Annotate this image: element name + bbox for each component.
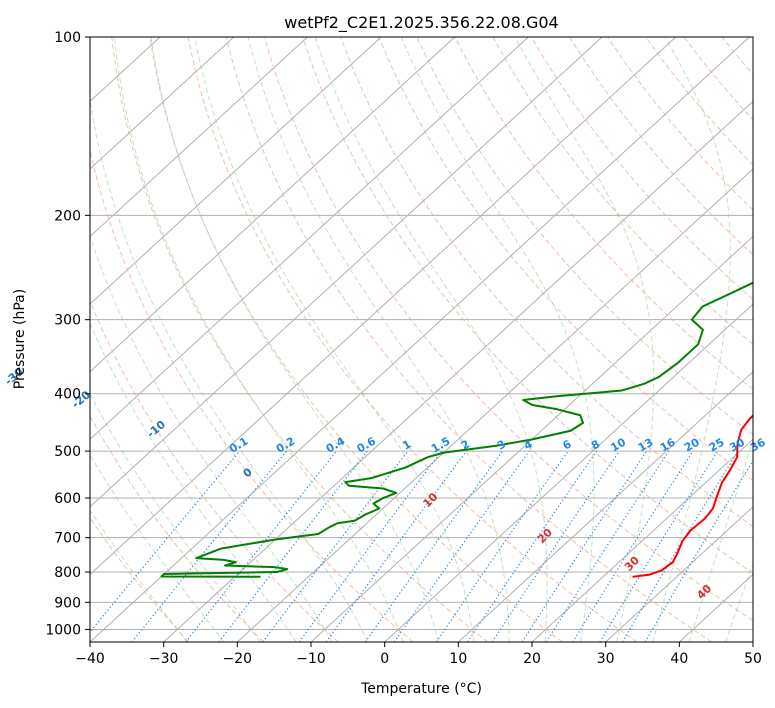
- isotherm-line: [236, 168, 753, 642]
- moist-adiabat: [90, 392, 261, 642]
- y-tick-label: 300: [54, 313, 81, 329]
- dry-adiabat: [263, 37, 753, 622]
- x-tick-label: −20: [223, 651, 253, 667]
- y-axis-label: Pressure (hPa): [12, 289, 28, 389]
- y-tick-label: 800: [54, 565, 81, 581]
- mixing-ratio-lines: [90, 450, 753, 642]
- moist-adiabat: [400, 37, 595, 642]
- dry-adiabat: [90, 516, 190, 642]
- x-tick-label: 30: [597, 651, 615, 667]
- dry-adiabat: [187, 37, 638, 642]
- dry-adiabat: [340, 37, 753, 528]
- moist-adiabat: [90, 234, 333, 642]
- mixing-ratio-line: [572, 450, 694, 642]
- moist-adiabat: [314, 37, 548, 642]
- moist-adiabat: [652, 37, 731, 642]
- mixing-ratio-line: [218, 450, 368, 642]
- dry-adiabat: [530, 37, 753, 301]
- isotherm-line: [531, 438, 753, 642]
- moist-adiabat: [725, 562, 753, 642]
- isotherm-line: [457, 370, 753, 642]
- x-tick-label: 10: [449, 651, 467, 667]
- mixing-ratio-line: [298, 450, 443, 642]
- y-tick-label: 400: [54, 387, 81, 403]
- x-tick-label: −40: [75, 651, 105, 667]
- dry-adiabats: [90, 37, 753, 642]
- x-tick-label: 0: [380, 651, 389, 667]
- dry-adiabat: [302, 37, 753, 574]
- x-axis: −40 −30 −20 −10 0 10 20 30 40 50: [75, 642, 762, 667]
- mixing-ratio-line: [491, 450, 620, 642]
- y-tick-label: 100: [54, 30, 81, 46]
- plot-frame: [89, 36, 754, 643]
- dry-adiabat: [149, 37, 563, 642]
- y-axis: 100 200 300 400 500 600 700 800 900 1000: [45, 30, 90, 638]
- x-tick-label: −30: [149, 651, 179, 667]
- isotherm-line: [90, 37, 456, 373]
- mixing-ratio-line: [131, 450, 287, 642]
- sounding-series-1: [632, 414, 753, 578]
- isotherm-grid: [90, 37, 753, 642]
- isotherm-line: [605, 506, 753, 642]
- y-tick-label: 1000: [45, 622, 81, 638]
- x-tick-label: 20: [523, 651, 541, 667]
- x-tick-label: 40: [670, 651, 688, 667]
- dry-adiabat: [90, 148, 414, 642]
- dry-adiabat: [90, 415, 264, 642]
- x-tick-label: −10: [296, 651, 326, 667]
- isotherm-line: [90, 37, 750, 642]
- mixing-ratio-line: [262, 450, 409, 642]
- dry-adiabat: [454, 37, 753, 390]
- isotherm-line: [90, 37, 603, 508]
- chart-title: wetPf2_C2E1.2025.356.22.08.G04: [284, 13, 558, 33]
- isotherm-line: [90, 37, 235, 170]
- x-tick-label: 50: [744, 651, 762, 667]
- isotherm-line: [90, 37, 308, 238]
- sounding-series-2: [160, 281, 753, 578]
- mixing-ratio-line: [325, 450, 467, 642]
- isotherm-line: [90, 37, 677, 576]
- y-tick-label: 600: [54, 491, 81, 507]
- y-tick-label: 200: [54, 208, 81, 224]
- dry-adiabat: [111, 37, 488, 642]
- moist-adiabat: [113, 37, 404, 642]
- mixing-ratio-line: [545, 450, 670, 642]
- moist-adiabat: [688, 439, 753, 642]
- y-tick-label: 700: [54, 531, 81, 547]
- mixing-ratio-line: [467, 450, 598, 642]
- dry-adiabat: [378, 37, 753, 481]
- mixing-ratio-line: [521, 450, 648, 642]
- y-tick-label: 900: [54, 595, 81, 611]
- moist-adiabat: [90, 322, 297, 642]
- dry-adiabat: [225, 37, 713, 642]
- moist-adiabat: [90, 96, 369, 642]
- isotherm-line: [90, 37, 382, 305]
- mixing-ratio-line: [364, 450, 504, 642]
- mixing-ratio-line: [185, 450, 337, 642]
- moist-adiabat: [247, 37, 510, 642]
- sounding-series: [160, 281, 753, 578]
- moist-adiabat: [90, 453, 225, 642]
- mixing-ratio-line: [90, 450, 241, 633]
- x-axis-label: Temperature (°C): [360, 681, 482, 697]
- isotherm-line: [384, 303, 753, 642]
- isotherm-line: [90, 37, 529, 440]
- y-tick-label: 500: [54, 444, 81, 460]
- moist-adiabat: [194, 37, 475, 642]
